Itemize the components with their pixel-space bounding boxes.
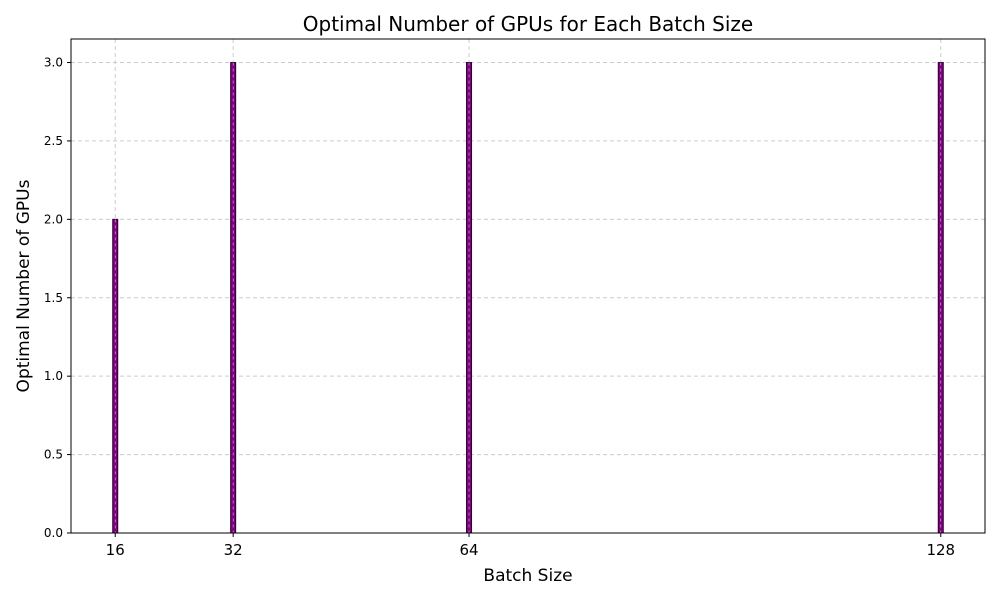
grid bbox=[71, 39, 985, 534]
plot-frame bbox=[70, 38, 986, 534]
y-tick-label: 0.0 bbox=[44, 526, 63, 540]
y-tick-label: 3.0 bbox=[44, 56, 63, 70]
x-axis-label: Batch Size bbox=[483, 566, 572, 586]
x-tick-label: 128 bbox=[926, 541, 955, 559]
y-axis: 0.0 0.5 1.0 1.5 2.0 2.5 3.0 bbox=[44, 56, 71, 540]
y-tick-label: 0.5 bbox=[44, 448, 63, 462]
y-axis-label: Optimal Number of GPUs bbox=[14, 179, 34, 392]
chart-title: Optimal Number of GPUs for Each Batch Si… bbox=[303, 12, 753, 36]
x-axis: 16 32 64 128 bbox=[106, 533, 955, 559]
x-tick-label: 16 bbox=[106, 541, 125, 559]
x-tick-label: 32 bbox=[224, 541, 243, 559]
y-tick-label: 2.0 bbox=[44, 212, 63, 226]
x-tick-label: 64 bbox=[459, 541, 478, 559]
y-tick-label: 1.5 bbox=[44, 291, 63, 305]
y-tick-label: 1.0 bbox=[44, 369, 63, 383]
y-tick-label: 2.5 bbox=[44, 134, 63, 148]
